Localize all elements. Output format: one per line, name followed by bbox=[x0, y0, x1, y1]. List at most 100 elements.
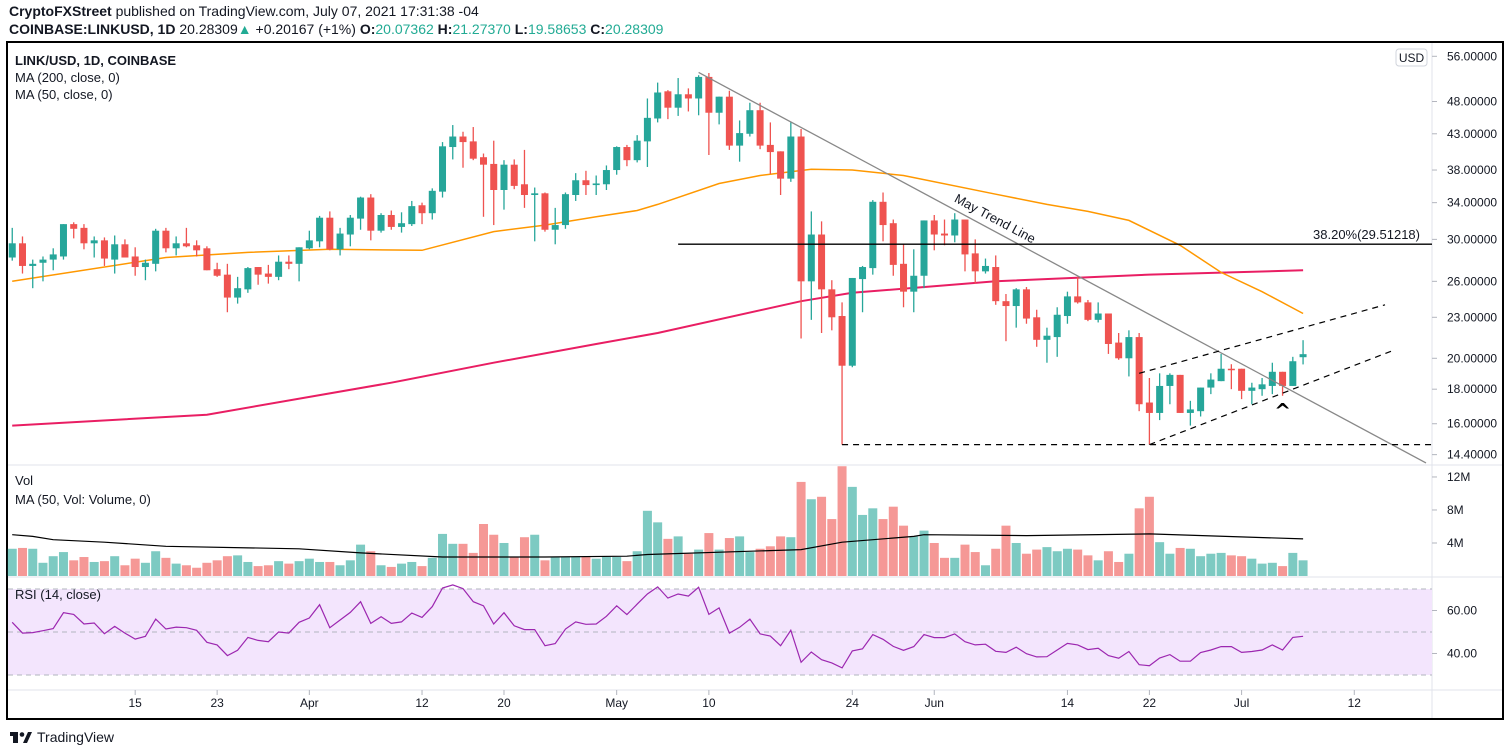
legend-ma200[interactable]: MA (200, close, 0) bbox=[15, 70, 120, 85]
candle-body[interactable] bbox=[613, 147, 621, 171]
candle-body[interactable] bbox=[1145, 402, 1153, 413]
tradingview-logo[interactable]: TradingView bbox=[10, 729, 114, 745]
candle-body[interactable] bbox=[398, 223, 406, 227]
candle-body[interactable] bbox=[572, 180, 580, 195]
candle-body[interactable] bbox=[879, 201, 887, 226]
candle-body[interactable] bbox=[951, 219, 959, 236]
candle-body[interactable] bbox=[275, 261, 283, 277]
candle-body[interactable] bbox=[305, 240, 313, 249]
candle-body[interactable] bbox=[100, 240, 108, 259]
candle-body[interactable] bbox=[80, 227, 88, 244]
candle-body[interactable] bbox=[756, 110, 764, 146]
candle-body[interactable] bbox=[1094, 313, 1102, 320]
candle-body[interactable] bbox=[582, 180, 590, 186]
candle-body[interactable] bbox=[1115, 342, 1123, 359]
candle-body[interactable] bbox=[1227, 368, 1235, 371]
candle-body[interactable] bbox=[941, 233, 949, 236]
candle-body[interactable] bbox=[244, 268, 252, 290]
candle-body[interactable] bbox=[439, 146, 447, 192]
ma200-line[interactable] bbox=[12, 269, 1304, 427]
candle-body[interactable] bbox=[602, 170, 610, 185]
candle-body[interactable] bbox=[992, 267, 1000, 302]
candle-body[interactable] bbox=[838, 316, 846, 366]
volume-ma-line[interactable] bbox=[12, 533, 1304, 558]
candle-body[interactable] bbox=[203, 248, 211, 271]
candle-body[interactable] bbox=[1053, 314, 1061, 338]
candle-body[interactable] bbox=[8, 243, 16, 258]
candle-body[interactable] bbox=[428, 190, 436, 214]
candle-body[interactable] bbox=[459, 136, 467, 143]
candle-body[interactable] bbox=[828, 289, 836, 318]
candle-body[interactable] bbox=[1043, 335, 1051, 340]
candle-body[interactable] bbox=[1074, 296, 1082, 303]
candle-body[interactable] bbox=[623, 147, 631, 161]
candle-body[interactable] bbox=[70, 224, 78, 229]
candle-body[interactable] bbox=[316, 217, 324, 242]
candle-body[interactable] bbox=[1217, 368, 1225, 382]
rsi-line[interactable] bbox=[11, 584, 1304, 669]
candle-body[interactable] bbox=[705, 76, 713, 113]
publisher-name[interactable]: CryptoFXStreet bbox=[9, 3, 112, 19]
candle-body[interactable] bbox=[561, 194, 569, 226]
channel-upper-line[interactable] bbox=[1138, 304, 1386, 374]
legend-ma50[interactable]: MA (50, close, 0) bbox=[15, 87, 113, 102]
candle-body[interactable] bbox=[1268, 371, 1276, 386]
candle-body[interactable] bbox=[1033, 317, 1041, 340]
candle-body[interactable] bbox=[1258, 384, 1266, 390]
candle-body[interactable] bbox=[111, 244, 119, 260]
candle-body[interactable] bbox=[910, 275, 918, 292]
candle-body[interactable] bbox=[377, 214, 385, 231]
candle-body[interactable] bbox=[520, 184, 528, 195]
candle-body[interactable] bbox=[500, 164, 508, 190]
candle-body[interactable] bbox=[510, 164, 518, 186]
candle-body[interactable] bbox=[193, 245, 201, 251]
candle-body[interactable] bbox=[490, 163, 498, 190]
candle-body[interactable] bbox=[1197, 387, 1205, 412]
candle-body[interactable] bbox=[715, 96, 723, 113]
ma50-line[interactable] bbox=[12, 168, 1304, 315]
candle-body[interactable] bbox=[981, 265, 989, 272]
candle-body[interactable] bbox=[787, 136, 795, 179]
candle-body[interactable] bbox=[797, 136, 805, 282]
candle-body[interactable] bbox=[90, 240, 98, 244]
candle-body[interactable] bbox=[295, 247, 303, 264]
candle-body[interactable] bbox=[1186, 409, 1194, 413]
candle-body[interactable] bbox=[930, 220, 938, 235]
candle-body[interactable] bbox=[449, 136, 457, 148]
candle-body[interactable] bbox=[1299, 354, 1307, 358]
candle-body[interactable] bbox=[213, 269, 221, 276]
candle-body[interactable] bbox=[900, 263, 908, 292]
candle-body[interactable] bbox=[346, 217, 354, 235]
candle-body[interactable] bbox=[1125, 337, 1133, 359]
candle-body[interactable] bbox=[1238, 368, 1246, 391]
candle-body[interactable] bbox=[387, 214, 395, 227]
may-trend-line[interactable] bbox=[698, 71, 1427, 464]
legend-volume-ma[interactable]: MA (50, Vol: Volume, 0) bbox=[15, 492, 151, 507]
candle-body[interactable] bbox=[234, 288, 242, 298]
candle-body[interactable] bbox=[551, 225, 559, 230]
candle-body[interactable] bbox=[121, 244, 129, 258]
candle-body[interactable] bbox=[223, 274, 231, 298]
candle-body[interactable] bbox=[254, 267, 262, 275]
candle-body[interactable] bbox=[152, 230, 160, 264]
currency-badge[interactable]: USD bbox=[1395, 48, 1428, 67]
candle-body[interactable] bbox=[326, 217, 334, 250]
candle-body[interactable] bbox=[725, 96, 733, 146]
candle-body[interactable] bbox=[162, 230, 170, 249]
candle-body[interactable] bbox=[1135, 337, 1143, 405]
candle-body[interactable] bbox=[49, 254, 57, 260]
candle-body[interactable] bbox=[1248, 387, 1256, 391]
candle-body[interactable] bbox=[182, 243, 190, 247]
candle-body[interactable] bbox=[141, 262, 149, 268]
candle-body[interactable] bbox=[469, 141, 477, 159]
candle-body[interactable] bbox=[1002, 301, 1010, 307]
legend-rsi[interactable]: RSI (14, close) bbox=[15, 587, 101, 602]
candle-body[interactable] bbox=[357, 197, 365, 219]
candle-body[interactable] bbox=[1156, 385, 1164, 413]
legend-volume[interactable]: Vol bbox=[15, 473, 33, 488]
candle-body[interactable] bbox=[654, 92, 662, 119]
candle-body[interactable] bbox=[859, 267, 867, 280]
candle-body[interactable] bbox=[961, 219, 969, 255]
candle-body[interactable] bbox=[746, 110, 754, 134]
